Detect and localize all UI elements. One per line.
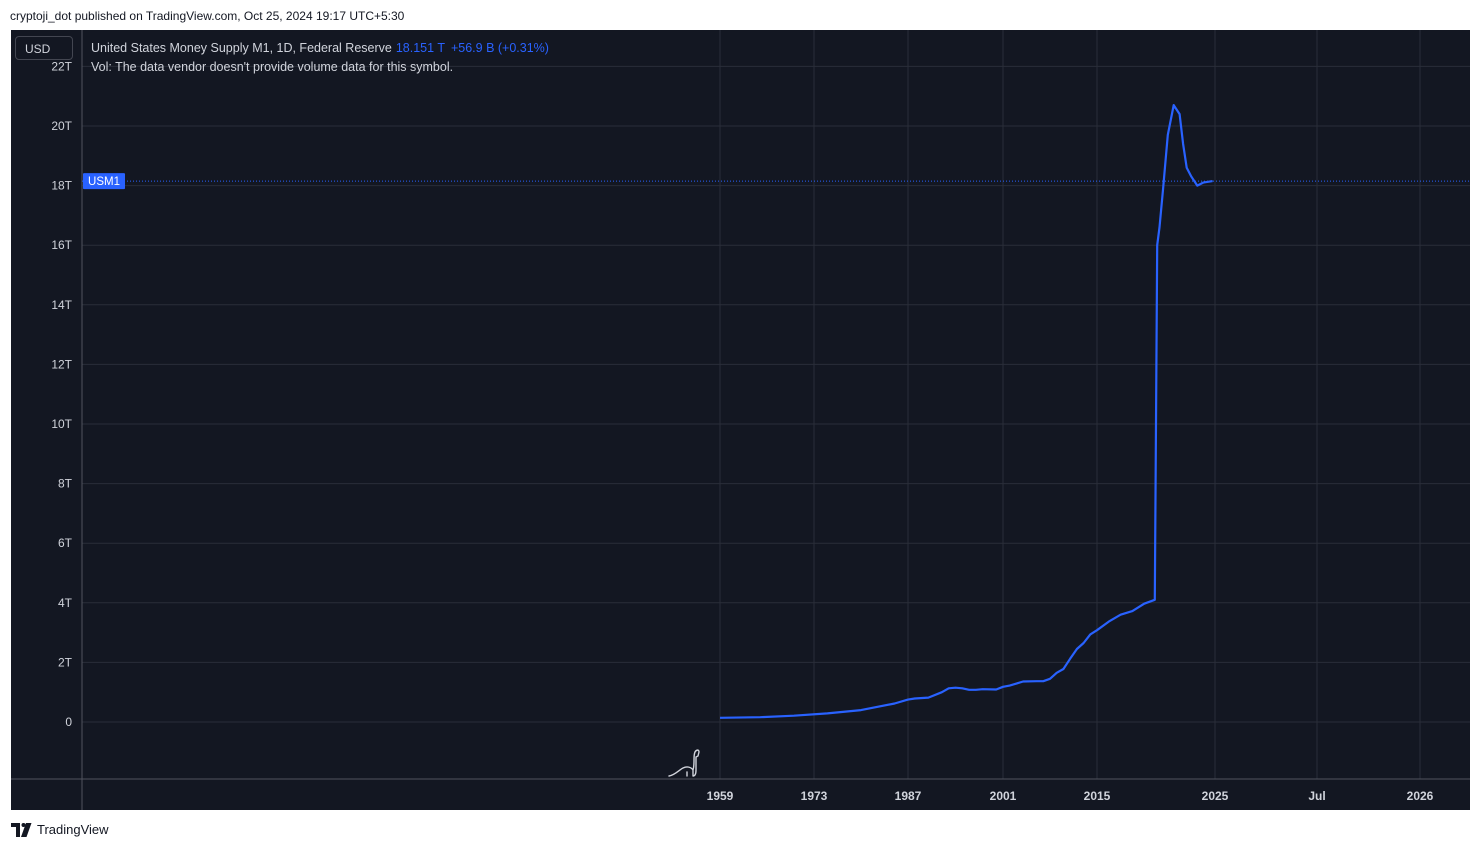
x-tick-label: 2025 bbox=[1202, 789, 1229, 803]
y-tick-label: 16T bbox=[51, 238, 72, 252]
legend-value: 18.151 T bbox=[395, 41, 445, 55]
legend-change: +56.9 B (+0.31%) bbox=[450, 41, 549, 55]
y-tick-label: 14T bbox=[51, 298, 72, 312]
series-layer bbox=[719, 104, 1213, 719]
dinosaur-icon bbox=[668, 749, 700, 777]
legend-title[interactable]: United States Money Supply M1, 1D, Feder… bbox=[91, 41, 392, 55]
y-tick-label: 6T bbox=[58, 536, 73, 550]
label-layer: USM1 bbox=[82, 173, 1470, 190]
y-tick-label: 12T bbox=[51, 357, 72, 371]
x-tick-label: 1987 bbox=[895, 789, 922, 803]
x-tick-label: Jul bbox=[1308, 789, 1325, 803]
y-tick-label: 8T bbox=[58, 477, 73, 491]
series-line-usm1 bbox=[719, 104, 1213, 719]
last-value-badge bbox=[83, 173, 125, 190]
x-tick-label: 2026 bbox=[1407, 789, 1434, 803]
legend-title-row: United States Money Supply M1, 1D, Feder… bbox=[91, 39, 549, 58]
y-tick-label: 22T bbox=[51, 59, 72, 73]
y-tick-label: 0 bbox=[65, 715, 72, 729]
chart-pane[interactable]: 0 2T 4T 6T 8T 10T 12T 14T 16T 18T 20T 22T 1959 1973 19… bbox=[11, 30, 1470, 810]
last-value-badge-label: USM1 bbox=[88, 176, 120, 188]
y-tick-label: 20T bbox=[51, 119, 72, 133]
x-tick-label: 2001 bbox=[990, 789, 1017, 803]
dinosaur-icon-path bbox=[668, 749, 700, 777]
chart-legend: United States Money Supply M1, 1D, Feder… bbox=[91, 39, 549, 77]
chart-svg[interactable]: 0 2T 4T 6T 8T 10T 12T 14T 16T 18T 20T 22T 1959 1973 19… bbox=[11, 30, 1470, 810]
icon-layer bbox=[668, 749, 700, 777]
y-tick-label: 2T bbox=[58, 655, 73, 669]
publish-attribution: cryptoji_dot published on TradingView.co… bbox=[10, 9, 405, 23]
currency-button[interactable]: USD bbox=[15, 36, 73, 60]
axis-layer: 0 2T 4T 6T 8T 10T 12T 14T 16T 18T 20T 22T 1959 1973 19… bbox=[11, 30, 1470, 810]
y-tick-label: 10T bbox=[51, 417, 72, 431]
y-tick-label: 4T bbox=[58, 596, 73, 610]
x-tick-label: 1959 bbox=[707, 789, 734, 803]
grid-layer bbox=[82, 30, 1470, 779]
footer-brand-label: TradingView bbox=[37, 822, 109, 837]
footer-brand[interactable]: TradingView bbox=[11, 822, 109, 837]
legend-volume-note: Vol: The data vendor doesn't provide vol… bbox=[91, 60, 454, 74]
y-tick-label: 18T bbox=[51, 179, 72, 193]
x-tick-label: 2015 bbox=[1084, 789, 1111, 803]
tradingview-logo-icon bbox=[11, 822, 33, 837]
x-tick-label: 1973 bbox=[801, 789, 828, 803]
